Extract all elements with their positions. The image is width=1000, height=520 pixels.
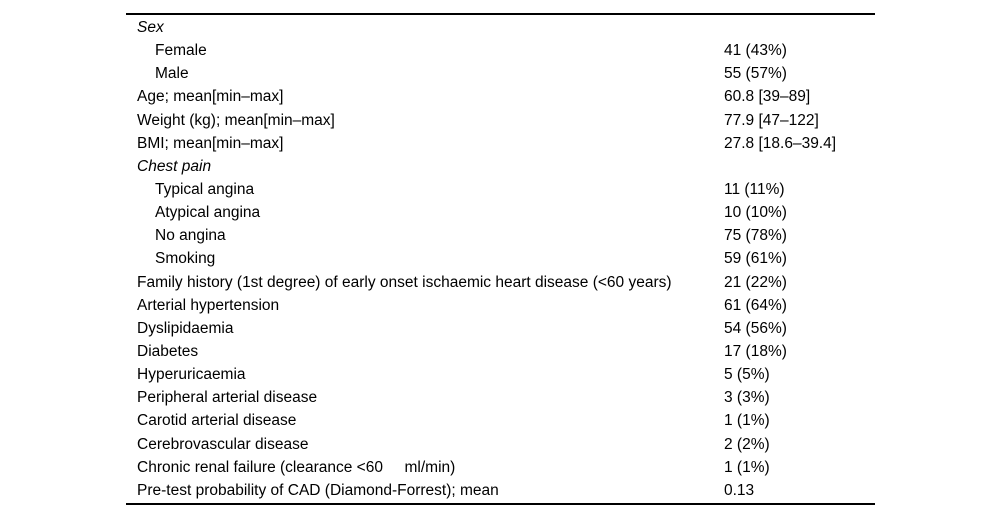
table-row: Chest pain [126, 155, 875, 178]
row-label: Weight (kg); mean[min–max] [137, 111, 335, 129]
row-label: Arterial hypertension [137, 296, 280, 314]
row-value: 11 (11%) [724, 180, 785, 198]
row-label: Dyslipidaemia [137, 319, 234, 337]
table-row: Smoking 59 (61%) [126, 247, 875, 270]
row-value: 59 (61%) [724, 250, 787, 268]
row-value: 1 (1%) [724, 458, 770, 476]
row-value: 3 (3%) [724, 389, 770, 407]
row-value: 1 (1%) [724, 412, 770, 430]
table-row: Peripheral arterial disease 3 (3%) [126, 386, 875, 409]
row-label: Pre-test probability of CAD (Diamond-For… [137, 481, 499, 499]
row-value: 60.8 [39–89] [724, 88, 811, 106]
table-row: Sex [126, 16, 875, 39]
row-label: Sex [137, 19, 164, 36]
row-label: No angina [155, 227, 226, 245]
row-value: 55 (57%) [724, 65, 787, 83]
table-row: Age; mean[min–max] 60.8 [39–89] [126, 85, 875, 108]
row-value: 75 (78%) [724, 227, 787, 245]
row-label: Chest pain [137, 157, 212, 175]
row-label: Female [155, 42, 207, 60]
row-label: Cerebrovascular disease [137, 435, 309, 453]
row-value: 77.9 [47–122] [724, 111, 819, 129]
table-row: Atypical angina 10 (10%) [126, 201, 875, 224]
row-value: 17 (18%) [724, 342, 787, 360]
row-value: 2 (2%) [724, 435, 770, 453]
table-row: Family history (1st degree) of early ons… [126, 271, 875, 294]
table-row: Weight (kg); mean[min–max] 77.9 [47–122] [126, 109, 875, 132]
table-row: Carotid arterial disease 1 (1%) [126, 409, 875, 432]
row-value: 0.13 [724, 481, 755, 499]
row-label: Smoking [155, 250, 216, 268]
row-value: 21 (22%) [724, 273, 787, 291]
table-row: Cerebrovascular disease 2 (2%) [126, 433, 875, 456]
row-label: BMI; mean[min–max] [137, 134, 284, 152]
row-label: Family history (1st degree) of early ons… [137, 273, 672, 291]
row-label: Peripheral arterial disease [137, 389, 318, 407]
row-value: 5 (5%) [724, 366, 770, 384]
row-label: Diabetes [137, 342, 199, 360]
row-label: Chronic renal failure (clearance <60 ml/… [137, 458, 456, 476]
table-row: Hyperuricaemia 5 (5%) [126, 363, 875, 386]
row-label: Carotid arterial disease [137, 412, 297, 430]
table-row: Pre-test probability of CAD (Diamond-For… [126, 479, 875, 502]
table-row: Chronic renal failure (clearance <60 ml/… [126, 456, 875, 479]
row-value: 54 (56%) [724, 319, 787, 337]
table-row: Male 55 (57%) [126, 62, 875, 85]
row-value: 27.8 [18.6–39.4] [724, 134, 837, 152]
table-row: BMI; mean[min–max] 27.8 [18.6–39.4] [126, 132, 875, 155]
row-label: Atypical angina [155, 204, 261, 222]
row-label: Male [155, 65, 189, 83]
table-row: No angina 75 (78%) [126, 224, 875, 247]
table-row: Arterial hypertension 61 (64%) [126, 294, 875, 317]
table-row: Dyslipidaemia 54 (56%) [126, 317, 875, 340]
row-label: Typical angina [155, 180, 255, 198]
patient-characteristics-table: Sex Female 41 (43%) Male 55 (57%) Age; m… [126, 13, 875, 505]
row-value: 10 (10%) [724, 204, 787, 222]
row-value: 61 (64%) [724, 296, 787, 314]
row-value: 41 (43%) [724, 42, 787, 60]
table-row: Female 41 (43%) [126, 39, 875, 62]
table-row: Typical angina 11 (11%) [126, 178, 875, 201]
row-label: Age; mean[min–max] [137, 88, 284, 106]
table-row: Diabetes 17 (18%) [126, 340, 875, 363]
row-label: Hyperuricaemia [137, 366, 246, 384]
